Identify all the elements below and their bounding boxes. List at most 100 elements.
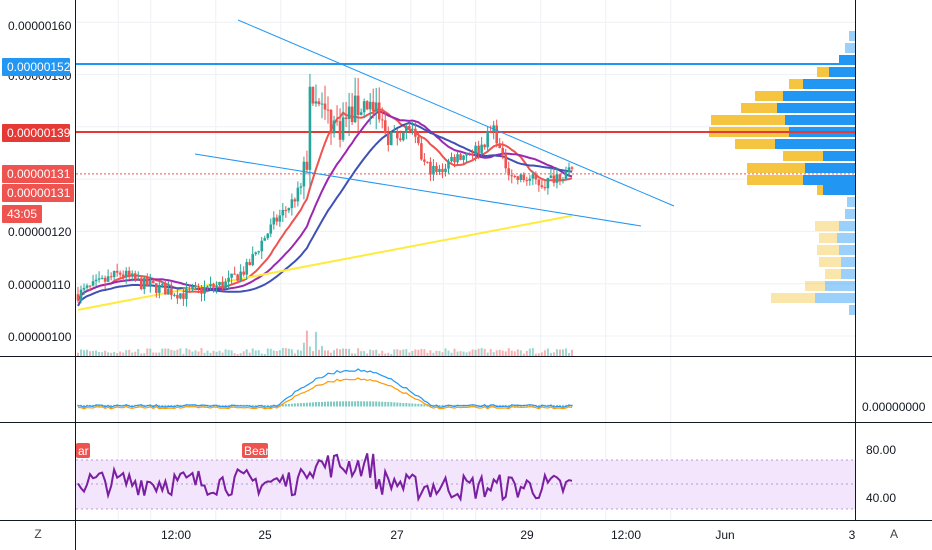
- volume-bar-81: [320, 345, 323, 356]
- volume-bar-135: [483, 348, 486, 356]
- volume-bar-7: [98, 351, 101, 356]
- candle-body-42: [203, 287, 206, 294]
- vp-down-3: [817, 67, 829, 77]
- macd-hist-81: [320, 401, 323, 407]
- candle-body-104: [389, 132, 393, 146]
- macd-hist-121: [441, 404, 444, 407]
- vp-down-21: [805, 281, 825, 291]
- volume-bar-79: [314, 331, 317, 356]
- trend-line-lower[interactable]: [194, 153, 642, 227]
- rsi-pane: [77, 453, 573, 503]
- macd-hist-89: [345, 401, 348, 407]
- candle-body-36: [185, 288, 188, 299]
- candle-body-134: [480, 144, 483, 154]
- macd-tick-0: 0.00000000: [862, 400, 926, 414]
- macd-hist-76: [305, 402, 308, 407]
- candle-body-30: [167, 288, 170, 295]
- candle-body-144: [510, 175, 514, 177]
- volume-bar-102: [384, 353, 387, 356]
- volume-bar-120: [438, 351, 441, 356]
- volume-bar-66: [275, 351, 278, 356]
- volume-bar-27: [158, 352, 161, 356]
- candle-body-63: [266, 233, 270, 239]
- price-tick-2: 0.00000120: [8, 225, 72, 239]
- candle-body-94: [359, 112, 363, 115]
- zoom-button[interactable]: Z: [34, 527, 41, 541]
- macd-hist-79: [314, 402, 317, 407]
- macd-hist-111: [411, 403, 414, 407]
- macd-hist-87: [339, 401, 342, 407]
- candle-body-66: [275, 217, 279, 222]
- macd-hist-73: [296, 403, 299, 407]
- candle-body-130: [468, 153, 471, 155]
- vp-up-14: [847, 197, 855, 207]
- macd-hist-159: [555, 404, 558, 407]
- price-label-text-1: 0.00000139: [7, 126, 71, 140]
- macd-hist-96: [366, 401, 369, 407]
- volume-bar-137: [489, 349, 492, 356]
- volume-bar-124: [450, 352, 453, 356]
- volume-bar-146: [516, 349, 519, 356]
- macd-hist-32: [173, 404, 176, 407]
- vp-down-20: [825, 269, 841, 279]
- candle-body-32: [173, 294, 176, 296]
- macd-hist-5: [92, 404, 95, 407]
- candle-body-47: [218, 282, 221, 286]
- macd-hist-94: [360, 401, 363, 407]
- macd-hist-21: [140, 404, 143, 407]
- macd-hist-63: [266, 404, 269, 407]
- candle-body-140: [498, 143, 502, 149]
- vp-down-19: [819, 257, 841, 267]
- macd-hist-2: [83, 404, 86, 407]
- rsi-badges: ar Bear: [76, 443, 269, 458]
- vp-down-7: [711, 115, 785, 125]
- macd-hist-140: [498, 404, 501, 407]
- candle-body-26: [155, 283, 158, 293]
- volume-bar-60: [257, 350, 260, 356]
- candle-body-164: [570, 167, 574, 169]
- macd-hist-99: [375, 401, 378, 407]
- macd-hist-108: [402, 402, 405, 407]
- volume-bar-45: [212, 350, 215, 356]
- volume-bar-41: [200, 348, 203, 356]
- volume-bar-143: [507, 348, 510, 356]
- candle-body-147: [519, 174, 523, 180]
- time-axis[interactable]: 12:00 25 27 29 12:00 Jun 3: [161, 528, 856, 542]
- macd-hist-84: [330, 401, 333, 407]
- trend-lines[interactable]: [194, 19, 675, 227]
- trend-line-upper[interactable]: [237, 19, 675, 207]
- volume-bar-16: [125, 350, 128, 356]
- volume-bar-93: [357, 348, 360, 356]
- time-tick-4: 12:00: [611, 528, 641, 542]
- auto-scale-button[interactable]: A: [890, 527, 898, 541]
- macd-hist-75: [302, 402, 305, 407]
- macd-hist-112: [414, 403, 417, 407]
- volume-bar-71: [290, 349, 293, 356]
- price-label-bg-2: [2, 165, 74, 183]
- candle-body-17: [127, 270, 131, 276]
- vp-down-13: [817, 185, 823, 195]
- macd-hist-105: [393, 402, 396, 407]
- volume-bar-154: [540, 352, 543, 356]
- macd-hist-39: [194, 404, 197, 407]
- macd-hist-143: [507, 404, 510, 407]
- macd-hist-125: [453, 404, 456, 407]
- vp-down-22: [771, 293, 815, 303]
- volume-bar-54: [239, 353, 242, 356]
- price-tick-0: 0.00000160: [8, 19, 72, 33]
- grid-lines: [76, 0, 855, 521]
- candle-body-51: [230, 273, 233, 278]
- price-label-bg-0: [2, 58, 70, 76]
- volume-bar-76: [305, 330, 308, 356]
- candle-body-80: [317, 101, 321, 105]
- candle-body-4: [88, 285, 92, 287]
- volume-bar-106: [396, 349, 399, 356]
- volume-bar-64: [269, 348, 272, 356]
- candle-body-10: [106, 276, 110, 282]
- candle-body-139: [495, 125, 498, 144]
- macd-hist-59: [254, 404, 257, 407]
- time-tick-6: 3: [849, 528, 856, 542]
- zoom-button-label: Z: [34, 527, 41, 541]
